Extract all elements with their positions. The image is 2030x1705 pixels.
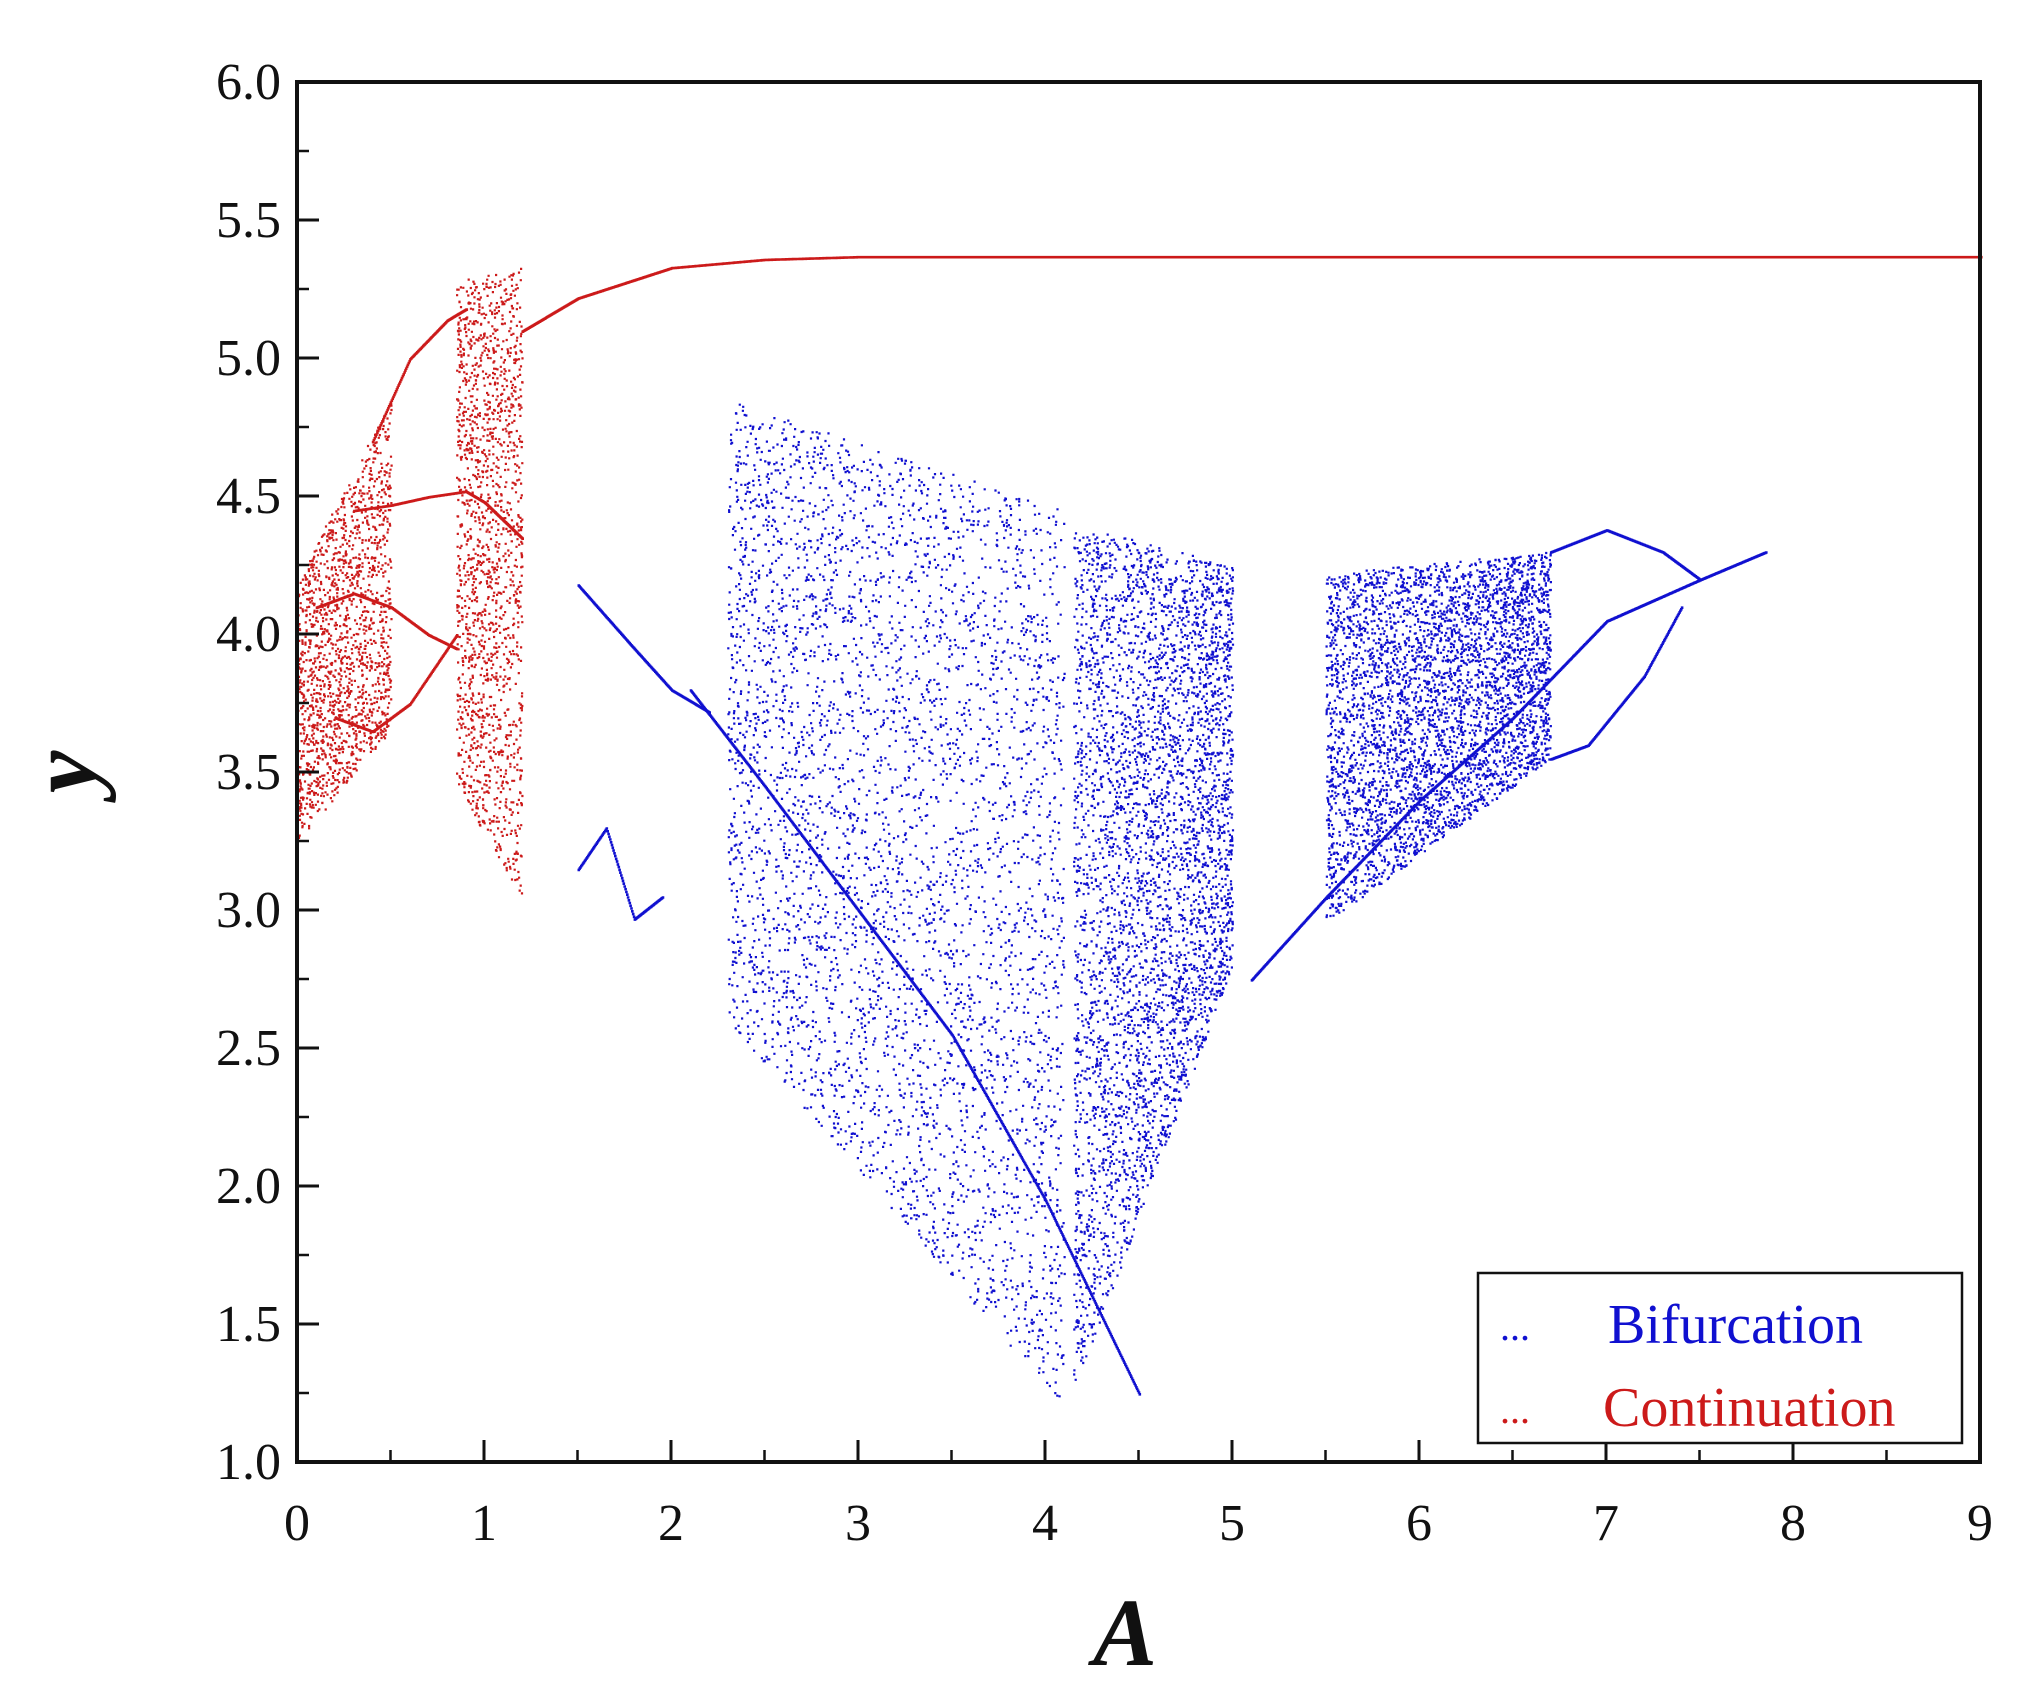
y-tick-label: 4.5 [216, 468, 281, 525]
legend-label-continuation: Continuation [1603, 1377, 1895, 1439]
branch-continuation-5 [484, 501, 524, 540]
y-tick-label: 1.5 [216, 1296, 281, 1353]
y-tick-label: 4.0 [216, 606, 281, 663]
x-tick-label: 0 [284, 1495, 310, 1552]
branch-bifurcation-2 [689, 689, 1142, 1396]
branch-bifurcation-4 [1549, 529, 1703, 582]
x-tick-label: 2 [658, 1495, 684, 1552]
y-tick-label: 2.5 [216, 1020, 281, 1077]
x-tick-label: 8 [1780, 1495, 1806, 1552]
plot-area [297, 255, 1983, 1398]
x-tick-label: 3 [845, 1495, 871, 1552]
branch-continuation-4 [334, 634, 459, 734]
band-points [1325, 551, 1552, 919]
branch-bifurcation-1 [577, 827, 665, 921]
legend-box [1476, 1271, 1964, 1445]
axis-ticks [295, 80, 1982, 1464]
chaotic-band-continuation-1 [456, 267, 524, 895]
y-tick-label: 2.0 [216, 1158, 281, 1215]
series-continuation [297, 255, 1983, 895]
y-tick-label: 3.0 [216, 882, 281, 939]
band-points [456, 267, 524, 895]
x-tick-label: 5 [1219, 1495, 1245, 1552]
x-axis-title: A [1088, 1579, 1157, 1686]
branch-continuation-1 [371, 308, 468, 444]
chaotic-band-bifurcation-0 [727, 403, 1066, 1398]
legend-marker-continuation: ... [1500, 1387, 1530, 1432]
legend-label-bifurcation: Bifurcation [1608, 1294, 1863, 1356]
x-tick-label: 6 [1406, 1495, 1432, 1552]
series-bifurcation [577, 403, 1768, 1398]
y-tick-label: 3.5 [216, 744, 281, 801]
x-tick-label: 9 [1967, 1495, 1993, 1552]
x-tick-label: 7 [1593, 1495, 1619, 1552]
branch-continuation-2 [353, 490, 487, 513]
y-tick-label: 5.0 [216, 330, 281, 387]
chaotic-band-bifurcation-1 [1073, 532, 1235, 1381]
y-tick-label: 6.0 [216, 54, 281, 111]
chaotic-band-bifurcation-2 [1325, 551, 1552, 919]
y-tick-label: 1.0 [216, 1434, 281, 1491]
y-axis-title: y [9, 750, 116, 803]
axis-tick-labels: 0 1 2 3 4 5 6 7 8 9 1.0 1.5 2.0 2.5 3.0 3.5 4.0 4.5 5.0 5.5… [216, 54, 1993, 1552]
band-points [727, 403, 1066, 1398]
legend: ... Bifurcation ... Continuation [1476, 1271, 1964, 1445]
legend-marker-bifurcation: ... [1500, 1304, 1530, 1349]
y-tick-label: 5.5 [216, 192, 281, 249]
x-tick-label: 4 [1032, 1495, 1058, 1552]
branch-bifurcation-5 [1549, 606, 1684, 761]
branch-bifurcation-3 [1250, 551, 1768, 982]
branch-bifurcation-0 [577, 584, 711, 714]
band-points [1073, 532, 1235, 1381]
x-tick-label: 1 [471, 1495, 497, 1552]
branch-continuation-0 [521, 255, 1983, 333]
